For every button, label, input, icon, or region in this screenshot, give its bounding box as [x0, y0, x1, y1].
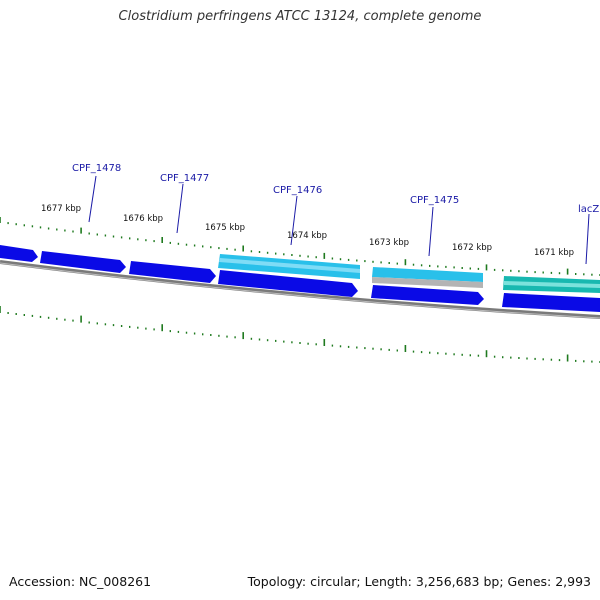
kbp-label: 1671 kbp	[534, 248, 574, 258]
gene-feature[interactable]	[372, 277, 483, 288]
gene-label-cpf-1478[interactable]: CPF_1478	[72, 163, 121, 174]
gene-feature[interactable]	[0, 245, 38, 262]
gene-label-cpf-1476[interactable]: CPF_1476	[273, 185, 322, 196]
tick-row-inner	[0, 306, 600, 363]
gene-feature[interactable]	[40, 251, 126, 273]
kbp-label: 1672 kbp	[452, 243, 492, 253]
gene-label-cpf-1475[interactable]: CPF_1475	[410, 195, 459, 206]
genome-backbone	[0, 260, 600, 319]
kbp-label: 1674 kbp	[287, 231, 327, 241]
kbp-label: 1675 kbp	[205, 223, 245, 233]
gene-feature[interactable]	[371, 285, 484, 305]
kbp-label: 1673 kbp	[369, 238, 409, 248]
genome-summary: Topology: circular; Length: 3,256,683 bp…	[247, 574, 591, 589]
gene-label-cpf-1477[interactable]: CPF_1477	[160, 173, 209, 184]
gene-feature[interactable]	[129, 261, 216, 283]
kbp-label: 1676 kbp	[123, 214, 163, 224]
gene-label-lines	[88, 175, 590, 265]
gene-label-lacz[interactable]: lacZ	[578, 204, 599, 215]
map-title: Clostridium perfringens ATCC 13124, comp…	[118, 9, 482, 24]
accession-label: Accession: NC_008261	[9, 574, 152, 589]
tick-row-outer	[0, 217, 600, 276]
gene-feature[interactable]	[218, 270, 358, 297]
kbp-label: 1677 kbp	[41, 204, 81, 214]
gene-track	[0, 245, 600, 312]
gene-feature[interactable]	[502, 293, 600, 312]
